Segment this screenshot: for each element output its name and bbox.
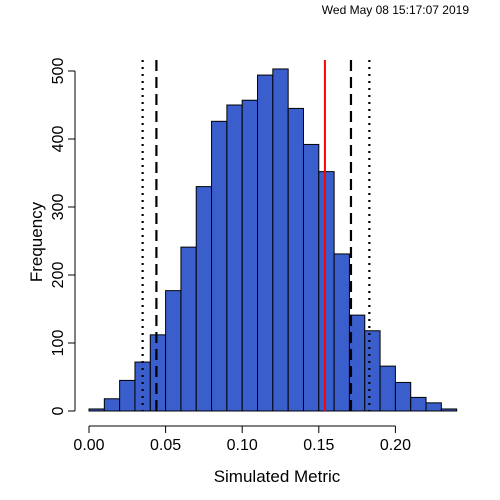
x-tick-label: 0.10	[227, 437, 258, 454]
histogram-bar	[180, 246, 197, 412]
histogram-bar	[241, 99, 259, 412]
histogram-bar	[379, 365, 396, 412]
y-tick-label: 400	[50, 126, 67, 153]
histogram-bar	[211, 120, 228, 412]
x-tick-label: 0.05	[150, 437, 181, 454]
histogram-bar	[119, 379, 136, 412]
histogram-bar	[394, 381, 412, 412]
y-tick-label: 200	[50, 262, 67, 289]
x-tick-label: 0.00	[73, 437, 104, 454]
histogram-bar	[272, 68, 289, 412]
histogram-bar	[195, 186, 213, 412]
x-tick-label: 0.15	[303, 437, 334, 454]
y-axis: 0 100 200 300 400 500	[50, 58, 76, 415]
histogram-bar	[88, 408, 105, 412]
histogram-bars	[88, 68, 458, 412]
histogram-bar	[165, 290, 182, 412]
histogram-bar	[440, 408, 458, 412]
histogram-bar	[149, 334, 167, 412]
x-axis-label: Simulated Metric	[214, 467, 341, 486]
histogram-bar	[333, 253, 350, 412]
histogram-bar	[287, 107, 304, 412]
histogram-bar	[318, 171, 335, 412]
y-tick-label: 100	[50, 330, 67, 357]
histogram-bar	[226, 104, 243, 412]
y-tick-label: 0	[50, 406, 67, 415]
histogram-bar	[103, 398, 121, 412]
y-axis-label: Frequency	[27, 201, 46, 282]
y-tick-label: 500	[50, 58, 67, 85]
histogram-bar	[410, 396, 427, 412]
histogram-bar	[348, 314, 366, 412]
histogram-bar	[302, 143, 320, 412]
plot-timestamp: Wed May 08 15:17:07 2019	[321, 3, 469, 17]
histogram-bar	[257, 74, 274, 412]
reference-lines	[141, 60, 371, 411]
x-axis: 0.00 0.05 0.10 0.15 0.20	[73, 425, 411, 454]
histogram-bar	[425, 402, 442, 412]
histogram-bar	[364, 330, 381, 412]
x-tick-label: 0.20	[380, 437, 411, 454]
y-tick-label: 300	[50, 194, 67, 221]
